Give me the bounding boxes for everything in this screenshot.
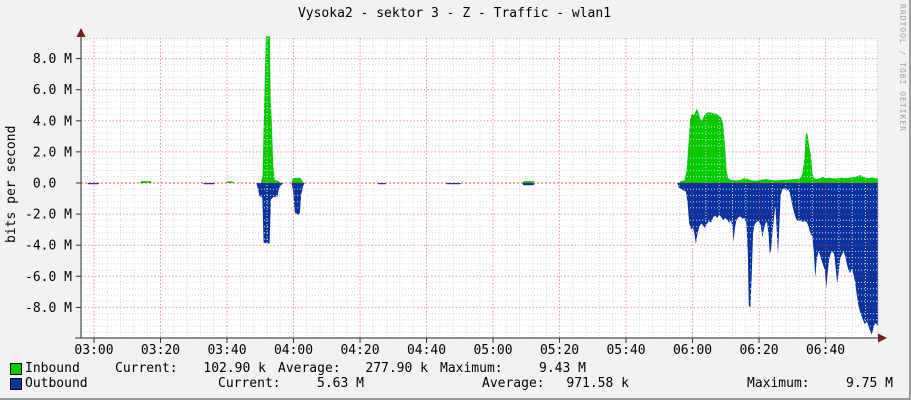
axes — [75, 36, 884, 339]
svg-text:06:40: 06:40 — [806, 343, 845, 358]
svg-text:-4.0 M: -4.0 M — [25, 239, 72, 254]
traffic-chart: 8.0 M 6.0 M 4.0 M 2.0 M 0.0 -2.0 M -4.0 M -6.0 … — [25, 28, 887, 358]
x-axis-ticks: 03:00 03:20 03:40 04:00 04:20 04:40 05:00 05:20… — [74, 338, 845, 358]
inbound-maximum-value: 9.43 M — [539, 361, 586, 376]
inbound-current-label: Current: — [115, 361, 178, 376]
graph-title: Vysoka2 - sektor 3 - Z - Traffic - wlan1 — [297, 6, 612, 21]
svg-text:06:00: 06:00 — [673, 343, 712, 358]
inbound-average-value: 277.90 k — [365, 361, 428, 376]
svg-text:06:20: 06:20 — [739, 343, 778, 358]
legend-row-outbound: Outbound Current: 5.63 M Average: 971.58… — [0, 376, 909, 391]
series-areas — [81, 36, 879, 335]
y-axis-ticks: 8.0 M 6.0 M 4.0 M 2.0 M 0.0 -2.0 M -4.0 M -6.0 … — [25, 52, 81, 316]
svg-text:6.0 M: 6.0 M — [33, 83, 72, 98]
outbound-average-label: Average: — [482, 376, 545, 391]
outbound-current-label: Current: — [218, 376, 281, 391]
outbound-label: Outbound — [25, 376, 88, 391]
svg-text:2.0 M: 2.0 M — [33, 145, 72, 160]
svg-text:-8.0 M: -8.0 M — [25, 301, 72, 316]
svg-text:05:20: 05:20 — [540, 343, 579, 358]
svg-text:04:40: 04:40 — [407, 343, 446, 358]
outbound-maximum-value: 9.75 M — [846, 376, 893, 391]
svg-text:03:20: 03:20 — [141, 343, 180, 358]
grid-minor — [81, 38, 878, 338]
svg-text:05:00: 05:00 — [473, 343, 512, 358]
outbound-average-value: 971.58 k — [566, 376, 629, 391]
inbound-average-label: Average: — [278, 361, 341, 376]
svg-text:-2.0 M: -2.0 M — [25, 208, 72, 223]
inbound-swatch — [10, 363, 22, 375]
outbound-swatch — [10, 378, 22, 390]
outbound-current-value: 5.63 M — [317, 376, 364, 391]
svg-text:04:20: 04:20 — [340, 343, 379, 358]
inbound-maximum-label: Maximum: — [440, 361, 503, 376]
rrdtool-watermark: RRDTOOL / TOBI OETIKER — [898, 4, 907, 132]
svg-text:4.0 M: 4.0 M — [33, 114, 72, 129]
grid-major — [81, 38, 878, 338]
y-axis-arrow — [76, 28, 86, 37]
x-axis-arrow — [878, 333, 887, 343]
svg-text:03:00: 03:00 — [74, 343, 113, 358]
inbound-current-value: 102.90 k — [203, 361, 266, 376]
svg-text:-6.0 M: -6.0 M — [25, 270, 72, 285]
svg-text:05:40: 05:40 — [606, 343, 645, 358]
svg-text:04:00: 04:00 — [274, 343, 313, 358]
svg-text:03:40: 03:40 — [207, 343, 246, 358]
legend-row-inbound: Inbound Current: 102.90 k Average: 277.9… — [0, 361, 909, 376]
inbound-label: Inbound — [25, 361, 80, 376]
svg-text:0.0: 0.0 — [33, 177, 56, 192]
svg-text:8.0 M: 8.0 M — [33, 52, 72, 67]
outbound-area — [81, 183, 879, 335]
outbound-maximum-label: Maximum: — [747, 376, 810, 391]
